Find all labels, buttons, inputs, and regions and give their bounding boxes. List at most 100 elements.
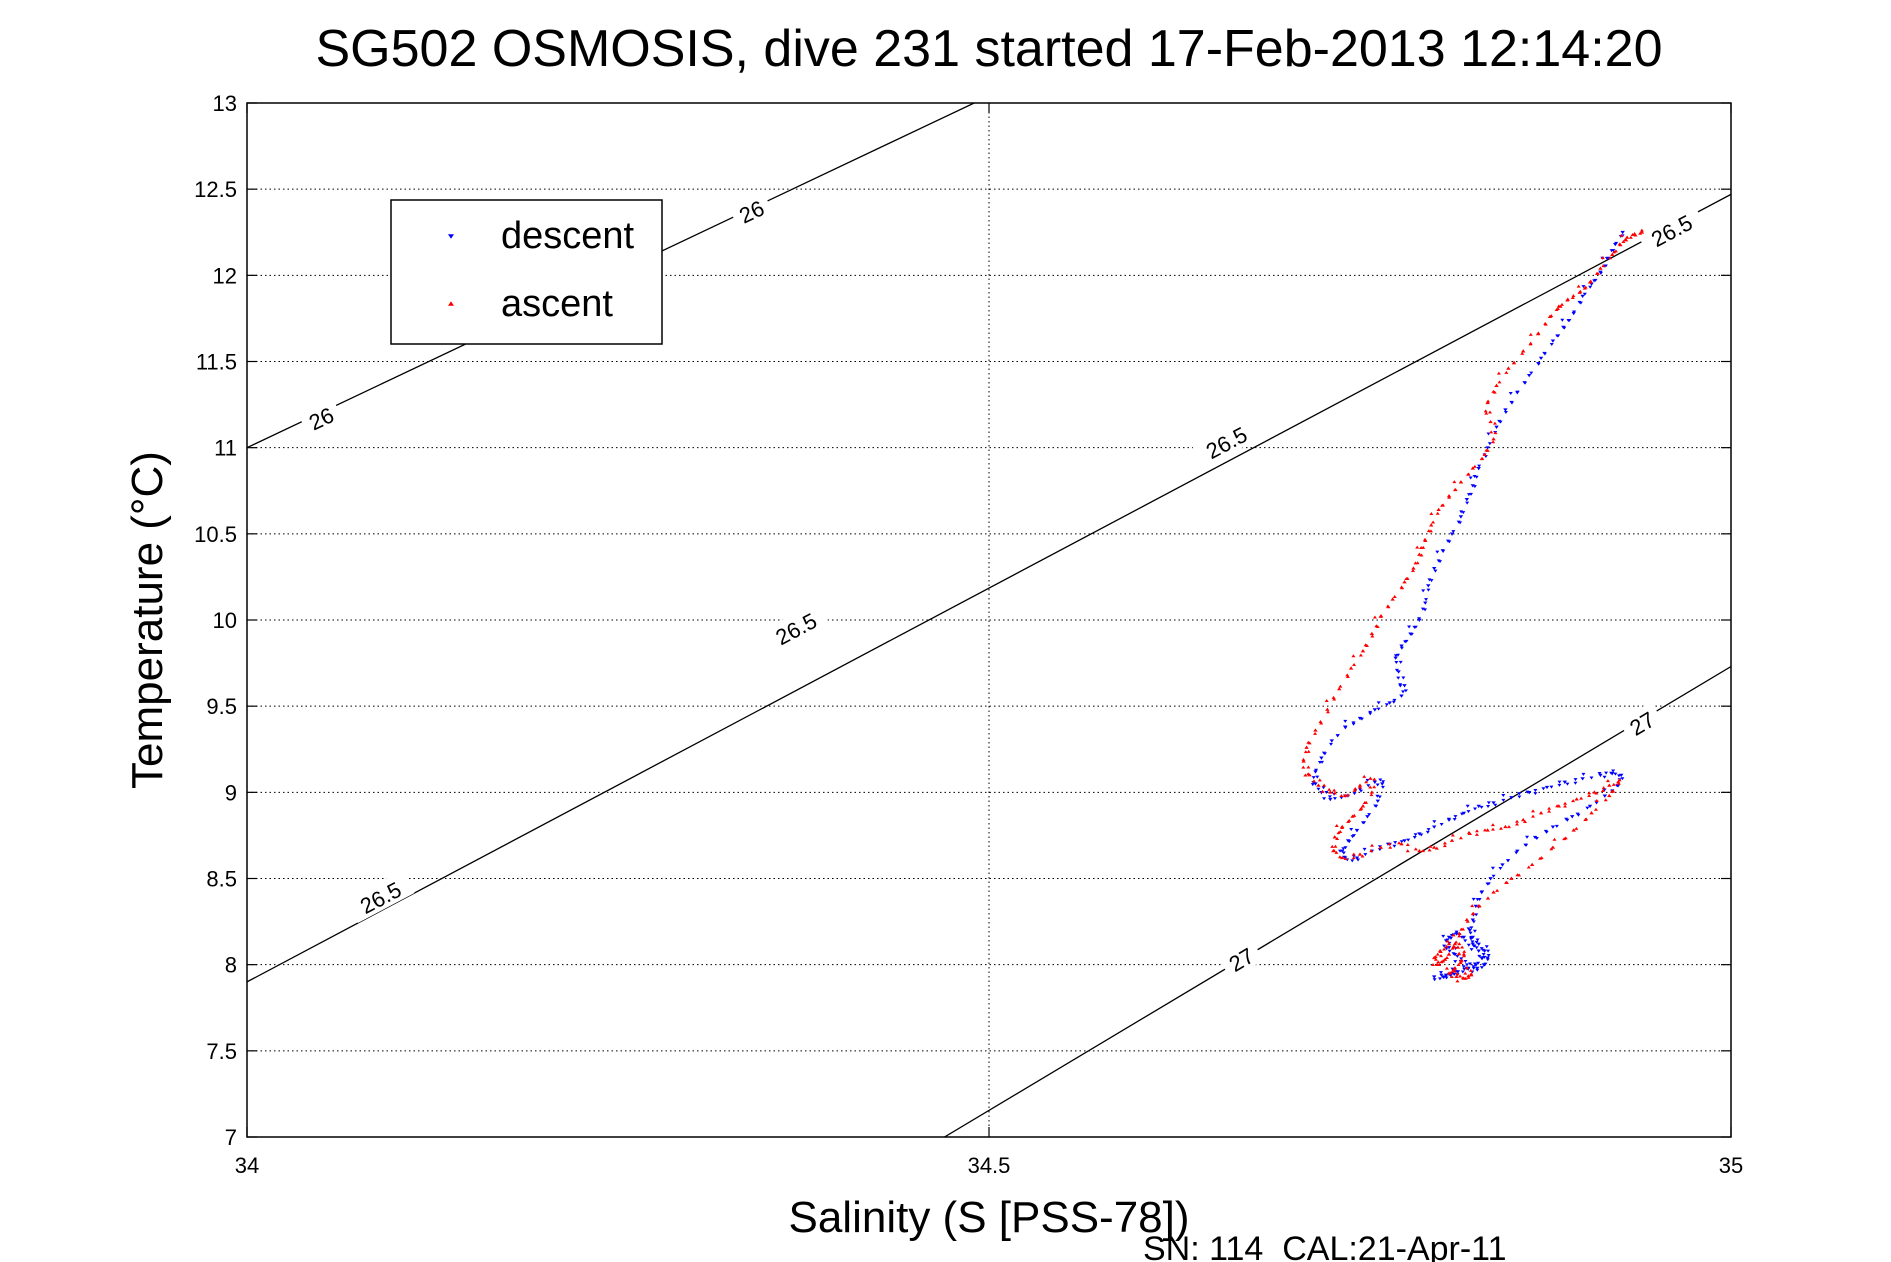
descent-point xyxy=(1392,844,1397,848)
ascent-point xyxy=(1301,759,1306,763)
ascent-point xyxy=(1452,480,1457,484)
descent-point xyxy=(1455,954,1460,958)
ascent-point xyxy=(1446,942,1452,946)
ascent-point xyxy=(1360,804,1366,808)
legend-box xyxy=(390,199,663,345)
ascent-point xyxy=(1442,841,1447,845)
descent-point xyxy=(1538,356,1544,361)
descent-point xyxy=(1485,956,1490,960)
ascent-point xyxy=(1421,849,1426,853)
ascent-point xyxy=(1610,252,1615,256)
contour-label-bg xyxy=(1191,415,1261,469)
descent-point xyxy=(1471,965,1476,969)
descent-point xyxy=(1486,953,1491,957)
ascent-point xyxy=(1489,430,1494,434)
descent-point xyxy=(1329,742,1334,746)
descent-point xyxy=(1446,946,1452,950)
ascent-point xyxy=(1543,322,1548,326)
ascent-point xyxy=(1417,848,1422,853)
ascent-point xyxy=(1521,349,1526,353)
ascent-point xyxy=(1351,852,1356,856)
descent-point xyxy=(1452,972,1457,976)
ascent-point xyxy=(1324,699,1329,703)
descent-point xyxy=(1332,797,1337,801)
ascent-point xyxy=(1334,850,1339,854)
descent-point xyxy=(1475,968,1480,972)
ascent-point xyxy=(1570,296,1575,300)
ascent-point xyxy=(1439,960,1444,964)
descent-point xyxy=(1549,343,1554,347)
ascent-point xyxy=(1348,666,1354,670)
contour-line-27 xyxy=(944,665,1731,1137)
ascent-point xyxy=(1328,790,1333,794)
descent-point xyxy=(1380,785,1385,789)
descent-point xyxy=(1471,920,1476,924)
descent-point xyxy=(1417,832,1422,836)
ascent-point xyxy=(1563,801,1568,805)
descent-point xyxy=(1565,782,1570,786)
descent-point xyxy=(1343,726,1348,730)
y-axis-label: Temperature (°C) xyxy=(123,451,172,789)
ascent-point xyxy=(1370,634,1375,638)
axis-ticks: 7 7.5 8 8.5 9 9.5 10 10.5 11 11.5 12 12.5 13 34 34.5 35 xyxy=(194,91,1743,1178)
ascent-point xyxy=(1618,243,1623,247)
descent-point xyxy=(1394,661,1399,665)
ascent-point xyxy=(1360,649,1366,653)
descent-point xyxy=(1464,963,1469,967)
ascent-point xyxy=(1526,865,1531,869)
descent-point xyxy=(1460,970,1465,974)
ascent-point xyxy=(1456,952,1461,956)
descent-point xyxy=(1440,975,1446,979)
ascent-point xyxy=(1514,822,1519,826)
descent-point xyxy=(1432,566,1437,571)
ascent-point xyxy=(1458,961,1463,965)
legend-label-ascent: ascent xyxy=(501,283,613,325)
ascent-point xyxy=(1372,777,1377,781)
descent-point xyxy=(1432,820,1437,824)
ascent-point xyxy=(1556,304,1562,308)
contour-label-bg xyxy=(1636,203,1706,257)
descent-point xyxy=(1327,795,1332,799)
y-tick-label: 9 xyxy=(225,780,237,805)
ascent-point xyxy=(1369,631,1375,636)
descent-point xyxy=(1448,936,1453,940)
ascent-point xyxy=(1337,686,1342,691)
descent-point xyxy=(1544,785,1550,790)
ascent-point xyxy=(1515,873,1520,877)
descent-point xyxy=(1498,866,1503,870)
ascent-point xyxy=(1364,644,1369,648)
descent-point xyxy=(1588,285,1593,289)
ascent-point xyxy=(1453,487,1458,491)
descent-point xyxy=(1359,789,1364,793)
descent-point xyxy=(1447,540,1452,544)
descent-point xyxy=(1550,825,1556,829)
descent-point xyxy=(1477,464,1482,468)
ascent-point xyxy=(1488,410,1493,414)
descent-point xyxy=(1368,712,1373,716)
ascent-point xyxy=(1413,847,1418,851)
descent-point xyxy=(1575,812,1580,816)
descent-point xyxy=(1567,318,1572,322)
descent-point xyxy=(1402,839,1407,843)
ascent-point xyxy=(1378,845,1383,849)
ascent-point xyxy=(1462,954,1467,958)
descent-point xyxy=(1393,654,1398,658)
descent-point xyxy=(1473,807,1478,811)
ascent-point xyxy=(1357,783,1363,787)
descent-point xyxy=(1391,700,1396,704)
descent-point xyxy=(1488,877,1493,881)
ascent-point xyxy=(1369,790,1375,794)
ascent-point xyxy=(1402,580,1407,584)
descent-point xyxy=(1562,780,1567,784)
descent-point xyxy=(1451,952,1456,956)
descent-point xyxy=(1444,976,1449,980)
descent-point xyxy=(1449,532,1455,536)
grid-lines xyxy=(247,103,1731,1137)
ascent-point xyxy=(1358,653,1363,657)
descent-point xyxy=(1461,935,1467,940)
descent-point xyxy=(1581,772,1586,776)
descent-point xyxy=(1458,515,1464,519)
descent-point xyxy=(1313,782,1318,786)
descent-point xyxy=(1341,847,1346,851)
y-tick-label: 8 xyxy=(225,953,237,978)
